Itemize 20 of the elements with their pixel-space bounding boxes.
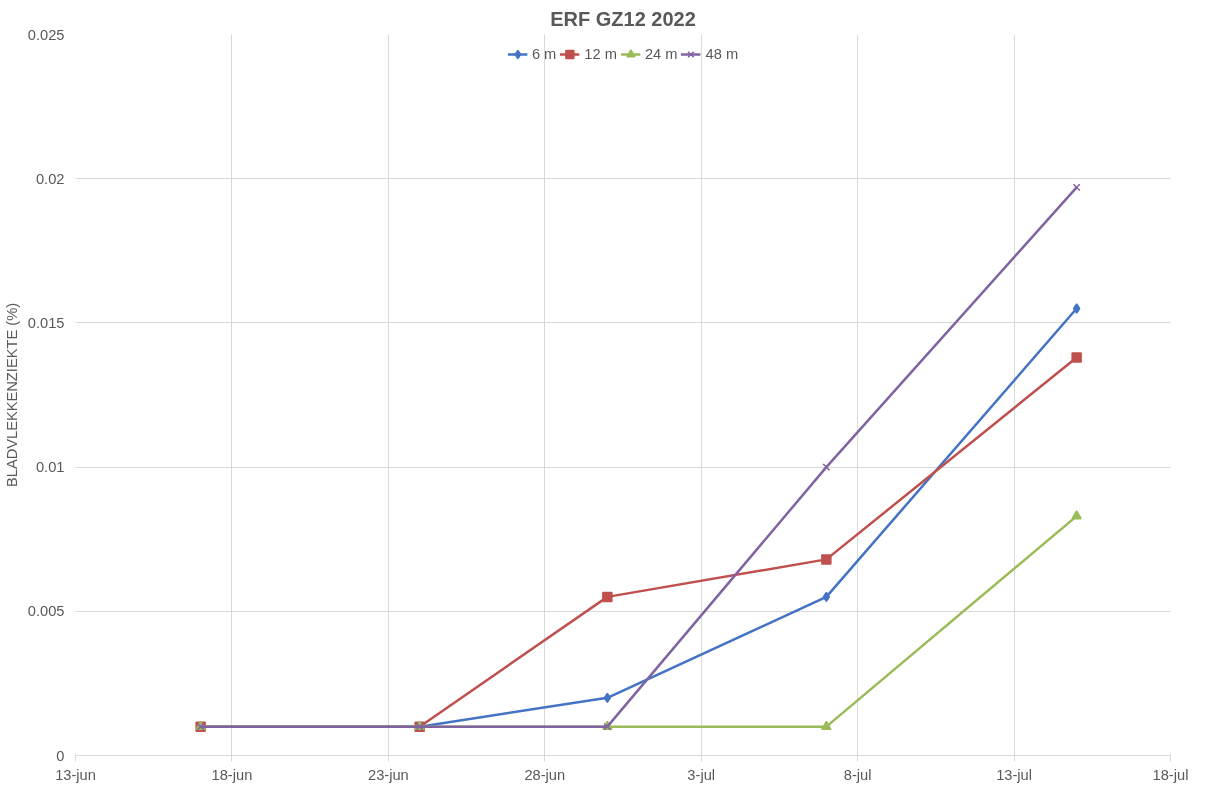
x-tick-label: 13-jun <box>55 766 96 783</box>
x-tick-label: 13-jul <box>996 766 1033 783</box>
y-tick-label: 0.005 <box>27 603 65 620</box>
x-tick-label: 18-jun <box>211 766 253 783</box>
legend-label: 24 m <box>644 46 678 62</box>
y-axis-title: BLADVLEKKENZIEKTE (%) <box>3 302 20 488</box>
y-tick-label: 0.01 <box>35 459 65 476</box>
y-tick-label: 0.02 <box>35 170 65 187</box>
chart-title: ERF GZ12 2022 <box>550 7 696 30</box>
legend-label: 12 m <box>584 46 617 62</box>
legend-label: 6 m <box>531 46 557 62</box>
y-tick-label: 0.015 <box>27 314 65 331</box>
y-tick-label: 0.025 <box>27 26 65 43</box>
x-tick-label: 3-jul <box>687 766 716 783</box>
x-tick-label: 8-jul <box>843 766 872 783</box>
x-tick-label: 28-jun <box>524 766 566 783</box>
legend-label: 48 m <box>705 46 739 62</box>
x-tick-label: 18-jul <box>1152 766 1189 783</box>
y-tick-label: 0 <box>56 747 65 764</box>
x-tick-label: 23-jun <box>367 766 409 783</box>
